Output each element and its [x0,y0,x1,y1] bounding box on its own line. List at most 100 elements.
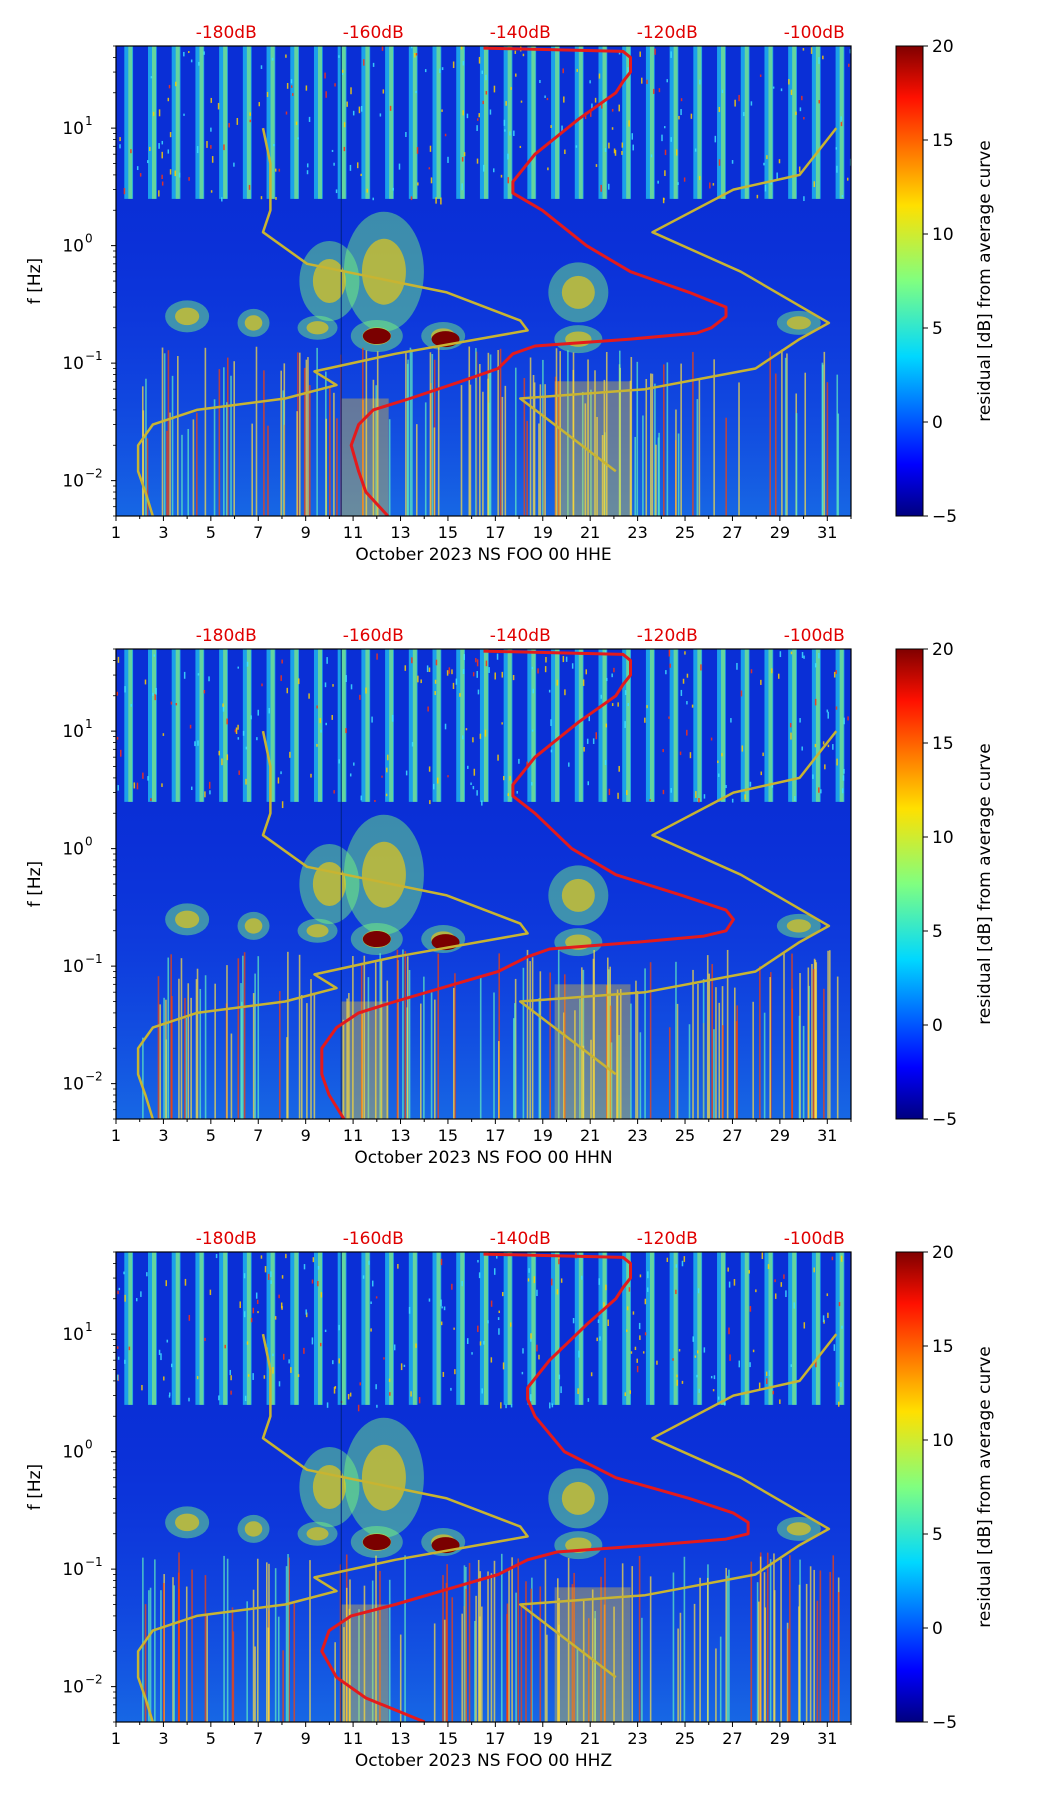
speckle [721,753,723,757]
speckle [452,682,455,689]
streak [786,353,788,516]
speckle [849,49,851,54]
streak [163,353,166,516]
speckle [169,132,172,138]
blob-core [306,924,329,938]
speckle [550,719,552,727]
spectrogram-image [116,46,851,516]
streak [363,1585,366,1722]
speckle [261,683,263,687]
streak [829,950,831,1119]
colorbar-tick-label: 0 [932,1619,943,1639]
streak [529,357,532,516]
streak [563,1012,565,1119]
streak [363,955,366,1119]
speckle [510,1404,513,1408]
speckle [641,77,643,84]
speckle [353,762,355,766]
speckle [338,1324,340,1331]
speckle [639,1335,641,1340]
speckle [712,183,715,186]
speckle [158,143,160,149]
speckle [174,170,176,177]
speckle [780,1282,783,1287]
speckle [666,1257,669,1262]
top-axis-label: -160dB [343,23,404,43]
speckle [485,91,488,95]
speckle [835,670,837,675]
colorbar-tick-label: 20 [932,37,954,57]
speckle [451,1283,453,1290]
speckle [549,1402,551,1409]
day-stripe-core [175,649,180,802]
speckle [556,1289,559,1295]
speckle [836,165,838,173]
speckle [514,50,517,54]
speckle [527,1278,530,1282]
streak [791,988,794,1119]
speckle [260,1255,263,1259]
colorbar-label: residual [dB] from average curve [975,140,995,421]
streak [655,444,657,516]
streak [374,962,377,1119]
blob-core [361,841,406,908]
speckle [268,707,270,714]
streak [713,359,715,516]
speckle [183,113,185,116]
x-tick-label: 9 [301,1126,311,1145]
speckle [577,1388,579,1395]
speckle [324,72,326,79]
streak [641,1617,643,1722]
speckle [843,768,845,774]
streak [251,423,253,516]
streak [823,988,825,1119]
streak [226,402,228,516]
blob-core [561,878,595,912]
day-stripe-core [721,649,726,802]
streak [532,374,535,516]
day-stripe-core [507,46,512,199]
speckle [672,1358,674,1361]
day-stripe-core [721,1252,726,1405]
speckle [604,759,607,766]
speckle [472,737,474,743]
streak [180,958,183,1119]
speckle [642,1351,645,1354]
speckle [303,1347,305,1354]
streak [163,997,165,1119]
streak [196,968,199,1119]
streak [430,992,433,1119]
speckle [695,791,697,798]
speckle [410,1391,412,1397]
speckle [459,693,461,697]
speckle [228,123,230,128]
speckle [530,1333,532,1340]
speckle [548,689,551,693]
streak [605,351,608,516]
x-axis: 1 3 5 7 9 11 13 15 17 19 21 23 25 27 29 31 [111,1722,852,1748]
speckle [136,782,139,790]
speckle [452,61,455,69]
streak [454,973,456,1119]
speckle [297,1374,300,1378]
speckle [169,1392,171,1396]
streak [148,1590,150,1722]
day-stripe-core [223,1252,228,1405]
speckle [581,1275,583,1280]
speckle [356,162,359,169]
streak [293,1603,296,1722]
speckle [141,1384,143,1391]
speckle [198,61,200,66]
x-tick-label: 21 [580,1729,600,1748]
streak [837,413,840,516]
speckle [518,758,520,764]
speckle [772,86,775,89]
streak [639,1032,642,1119]
speckle [124,686,126,693]
speckle [670,788,672,793]
x-axis-label: October 2023 NS FOO 00 HHN [354,1148,612,1168]
x-tick-label: 21 [580,523,600,542]
x-tick-label: 19 [533,1126,553,1145]
streak [525,1581,527,1722]
speckle [477,1325,479,1332]
